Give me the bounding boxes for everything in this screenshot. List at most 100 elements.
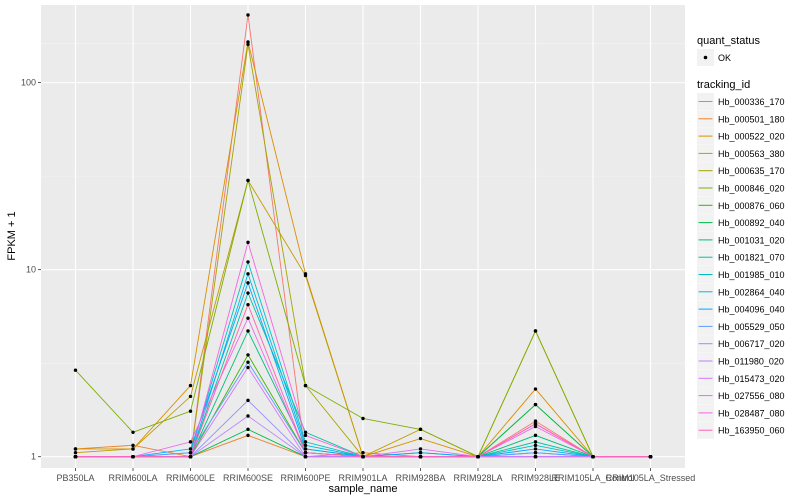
data-point [131,430,135,435]
data-point [303,451,308,455]
data-point [246,353,250,357]
x-tick-label: RRIM105LA_Control [551,473,634,483]
data-point [188,451,193,455]
data-point [303,443,308,448]
legend-item-label: Hb_015473_020 [718,374,785,384]
data-point [188,454,193,459]
x-tick-label: RRIM928BA [395,473,445,483]
legend-item-label: Hb_000876_060 [718,201,785,211]
y-tick-label: 100 [21,78,36,88]
data-point [246,329,250,333]
legend-item-label: Hb_163950_060 [718,426,785,436]
legend-item-label: Hb_001031_020 [718,235,785,245]
y-axis: 1 10 100 [21,78,41,462]
y-tick-label: 1 [31,452,36,462]
y-tick-label: 10 [26,265,36,275]
data-point [73,451,78,455]
data-point [188,394,193,399]
grid [41,5,685,468]
data-point [418,427,423,432]
legend-item-label: Hb_000563_380 [718,149,785,159]
data-point [246,414,250,418]
data-point [648,454,653,459]
data-points [73,13,653,459]
x-axis-title: sample_name [328,483,397,495]
data-point [303,430,308,435]
data-point [188,383,193,388]
legend-item-label: Hb_028487_080 [718,408,785,418]
data-point [533,454,538,459]
legend-item-label: Hb_000522_020 [718,132,785,142]
data-point [361,451,365,455]
legend-item-label: Hb_011980_020 [718,357,784,367]
legend-item-label: Hb_000892_040 [718,218,785,228]
x-axis: PB350LA RRIM600LA RRIM600LE RRIM600SE RRIM60… [56,468,695,483]
legend-tracking-title: tracking_id [697,79,750,91]
data-point [303,433,308,438]
x-tick-label: RRIM105LA_Stressed [606,473,696,483]
x-tick-label: RRIM600SE [223,473,273,483]
data-point [533,451,538,455]
data-point [361,454,365,459]
data-point [246,398,250,403]
x-tick-label: RRIM600LA [108,473,157,483]
data-point [246,40,250,44]
data-point [188,409,193,413]
data-point [246,302,250,307]
data-point [246,360,250,364]
data-point [418,454,423,459]
legend-item-label: Hb_001985_010 [718,270,785,280]
data-point [418,436,423,441]
data-point [418,447,423,451]
data-point [131,447,135,451]
legend-item-label: Hb_002864_040 [718,287,785,297]
data-point [246,13,250,17]
x-tick-label: RRIM928LE [511,473,560,483]
data-point [246,272,250,276]
legend-item-label: Hb_000635_170 [718,166,785,176]
data-point [246,260,250,264]
data-point [303,383,308,388]
data-point [361,416,365,421]
data-point [131,454,135,459]
data-point [246,281,250,285]
data-point [303,454,308,459]
y-axis-title: FPKM + 1 [6,211,18,260]
legend-item-label: Hb_006717_020 [718,339,785,349]
data-point [246,316,250,320]
x-tick-label: PB350LA [56,473,94,483]
data-point [533,440,538,444]
legend-items: Hb_000336_170 Hb_000501_180 Hb_000522_020 H… [697,93,785,439]
data-point [246,42,250,47]
legend-item-label: Hb_005529_050 [718,322,785,332]
data-point [246,365,250,370]
legend-quant-point [703,55,708,60]
data-point [303,440,308,444]
data-point [246,178,250,183]
data-point [533,422,538,426]
data-point [73,454,78,459]
data-point [533,443,538,448]
data-point [73,368,78,372]
x-tick-label: RRIM600LE [166,473,215,483]
data-point [533,424,538,429]
legend-quant-title: quant_status [697,35,760,47]
data-point [246,291,250,295]
data-point [303,273,308,278]
legend-quant-label: OK [718,53,731,63]
legend-item-label: Hb_001821_070 [718,253,785,263]
data-point [533,387,538,391]
x-tick-label: RRIM600PE [280,473,330,483]
legend-item-label: Hb_000501_180 [718,114,785,124]
data-point [533,402,538,407]
legend-item-label: Hb_027556_080 [718,391,785,401]
data-point [533,329,538,333]
data-point [591,454,595,459]
data-point [246,433,250,438]
legend: quant_status OK tracking_id Hb_000336_17… [697,35,785,439]
data-point [303,447,308,451]
legend-item-label: Hb_004096_040 [718,305,785,315]
x-tick-label: RRIM901LA [338,473,387,483]
data-point [131,443,135,448]
